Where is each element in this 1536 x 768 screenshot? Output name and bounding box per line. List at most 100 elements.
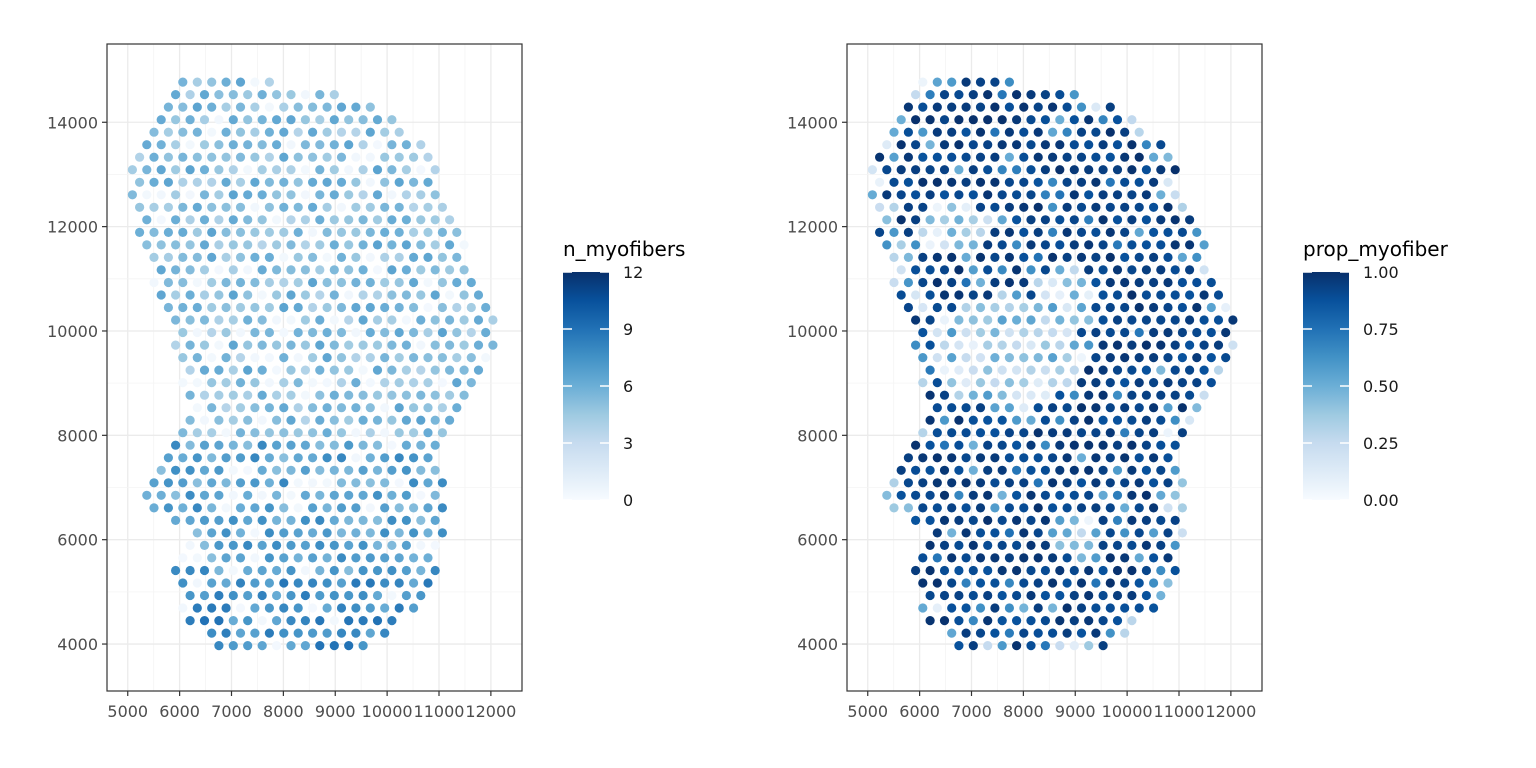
spot <box>207 277 217 288</box>
spot <box>185 590 195 601</box>
spot <box>279 378 289 388</box>
spot <box>1091 252 1101 262</box>
spot <box>329 190 339 200</box>
spot <box>1127 390 1137 400</box>
spot <box>351 177 361 187</box>
spot <box>466 353 476 363</box>
spot <box>1084 140 1094 150</box>
spot <box>1149 202 1159 212</box>
spot <box>1069 140 1079 150</box>
colorbar-tick-label: 1.00 <box>1363 263 1399 282</box>
spot <box>336 528 347 538</box>
spot <box>1112 390 1123 400</box>
spot <box>264 302 274 313</box>
spot <box>997 215 1007 225</box>
spot <box>293 277 303 288</box>
spot <box>459 390 469 400</box>
spot <box>344 190 354 200</box>
spot <box>214 90 224 100</box>
spot <box>372 265 383 275</box>
spot <box>1055 616 1065 626</box>
spot <box>1026 590 1036 601</box>
spot <box>221 152 231 162</box>
spot <box>1105 603 1115 613</box>
spot <box>918 428 928 438</box>
spot <box>250 77 260 87</box>
spot <box>1040 365 1050 375</box>
spot <box>235 553 246 563</box>
spot <box>1177 227 1187 237</box>
spot <box>207 603 217 613</box>
spot <box>1076 578 1087 588</box>
spot <box>990 77 1000 87</box>
spot <box>329 265 339 275</box>
spot <box>1120 252 1130 262</box>
spot <box>416 440 426 450</box>
spot <box>387 315 397 325</box>
spot <box>156 265 166 275</box>
spot <box>1163 202 1173 212</box>
spot <box>889 252 899 262</box>
spot <box>961 628 971 638</box>
x-tick-label: 8000 <box>1003 702 1044 721</box>
spot <box>178 378 188 388</box>
spot <box>243 540 253 551</box>
spot <box>199 315 210 325</box>
spot <box>221 628 231 638</box>
spot <box>968 140 978 150</box>
spot <box>279 453 289 463</box>
spot <box>1019 578 1029 588</box>
spot <box>954 265 964 275</box>
spot <box>954 540 964 551</box>
spot <box>199 440 210 450</box>
spot <box>1127 440 1137 450</box>
spot <box>954 565 964 576</box>
spot <box>1055 415 1065 425</box>
spot <box>279 302 289 313</box>
spot <box>293 202 303 212</box>
spot <box>142 215 152 225</box>
spot <box>445 390 455 400</box>
spot <box>911 515 921 526</box>
spot <box>975 453 986 463</box>
spot <box>1149 302 1159 313</box>
spot <box>975 202 986 212</box>
spot <box>235 453 246 463</box>
spot <box>1105 152 1115 162</box>
spot <box>358 590 368 601</box>
spot <box>351 503 361 513</box>
spot <box>1105 628 1115 638</box>
spot <box>192 227 202 237</box>
spot <box>171 440 181 450</box>
spot <box>185 215 195 225</box>
spot <box>430 165 440 175</box>
spot <box>1069 641 1079 651</box>
spot <box>423 353 433 363</box>
spot <box>932 353 942 363</box>
spot <box>1033 202 1043 212</box>
spot <box>199 616 210 626</box>
spot <box>1004 152 1015 162</box>
spot <box>1127 315 1137 325</box>
spot <box>1026 90 1036 100</box>
spot <box>1012 165 1022 175</box>
spot <box>975 102 986 112</box>
spot <box>387 440 397 450</box>
spot <box>1163 578 1173 588</box>
spot <box>975 503 986 513</box>
spot <box>1192 378 1202 388</box>
spot <box>954 215 964 225</box>
spot <box>416 265 426 275</box>
spot <box>889 503 899 513</box>
spot <box>1048 528 1058 538</box>
spot <box>947 102 957 112</box>
spot <box>243 290 253 300</box>
spot <box>149 252 159 262</box>
spot <box>387 340 397 350</box>
spot <box>358 490 368 500</box>
spot <box>286 215 296 225</box>
spot <box>1199 265 1209 275</box>
spot <box>1163 378 1173 388</box>
spot <box>171 515 181 526</box>
